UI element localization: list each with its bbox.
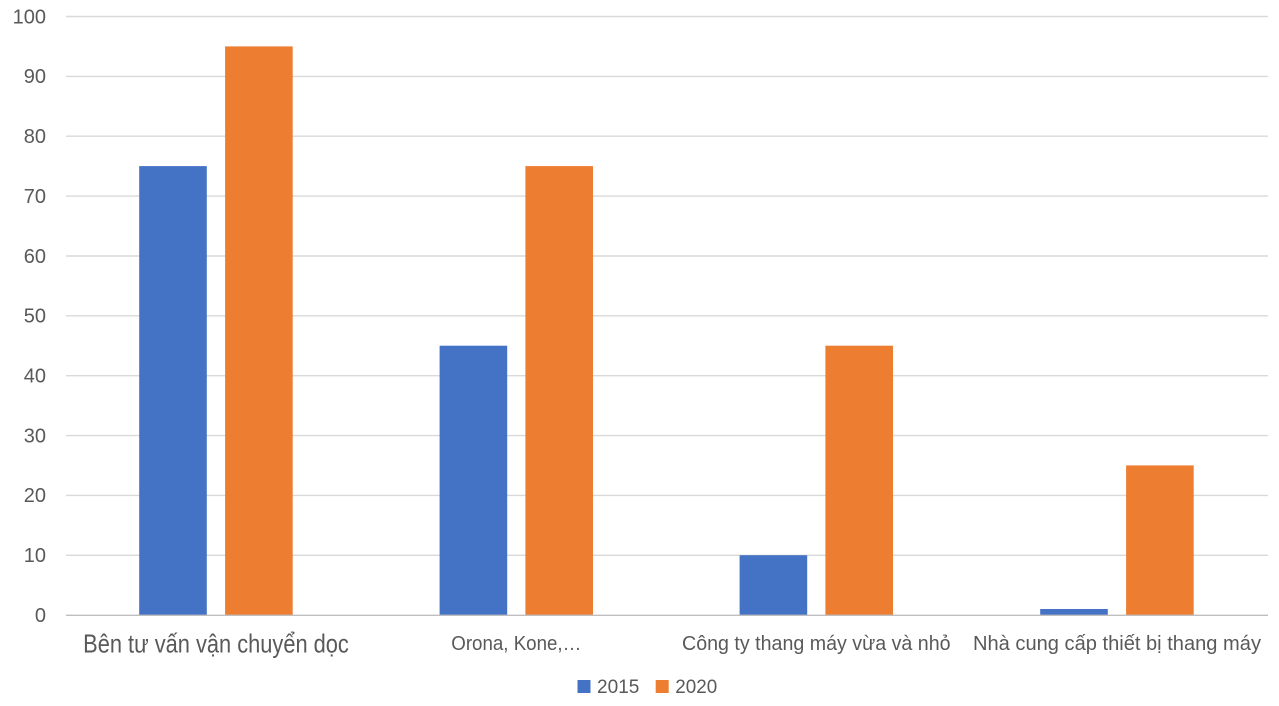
svg-text:10: 10 [24,545,46,567]
svg-text:100: 100 [13,6,46,28]
svg-text:70: 70 [24,186,46,208]
svg-text:50: 50 [24,306,46,328]
svg-text:90: 90 [24,66,46,88]
svg-text:2015: 2015 [597,677,639,698]
svg-text:Orona, Kone,…: Orona, Kone,… [451,633,581,655]
svg-text:Nhà cung cấp thiết bị thang má: Nhà cung cấp thiết bị thang máy [973,633,1261,655]
svg-text:0: 0 [35,605,46,627]
svg-text:2020: 2020 [675,677,717,698]
svg-text:80: 80 [24,126,46,148]
svg-text:40: 40 [24,366,46,388]
svg-text:Công ty thang máy vừa và nhỏ: Công ty thang máy vừa và nhỏ [682,633,951,655]
svg-text:60: 60 [24,246,46,268]
svg-text:30: 30 [24,425,46,447]
svg-text:20: 20 [24,485,46,507]
svg-text:Bên tư vấn vận chuyển dọc: Bên tư vấn vận chuyển dọc [83,629,349,659]
